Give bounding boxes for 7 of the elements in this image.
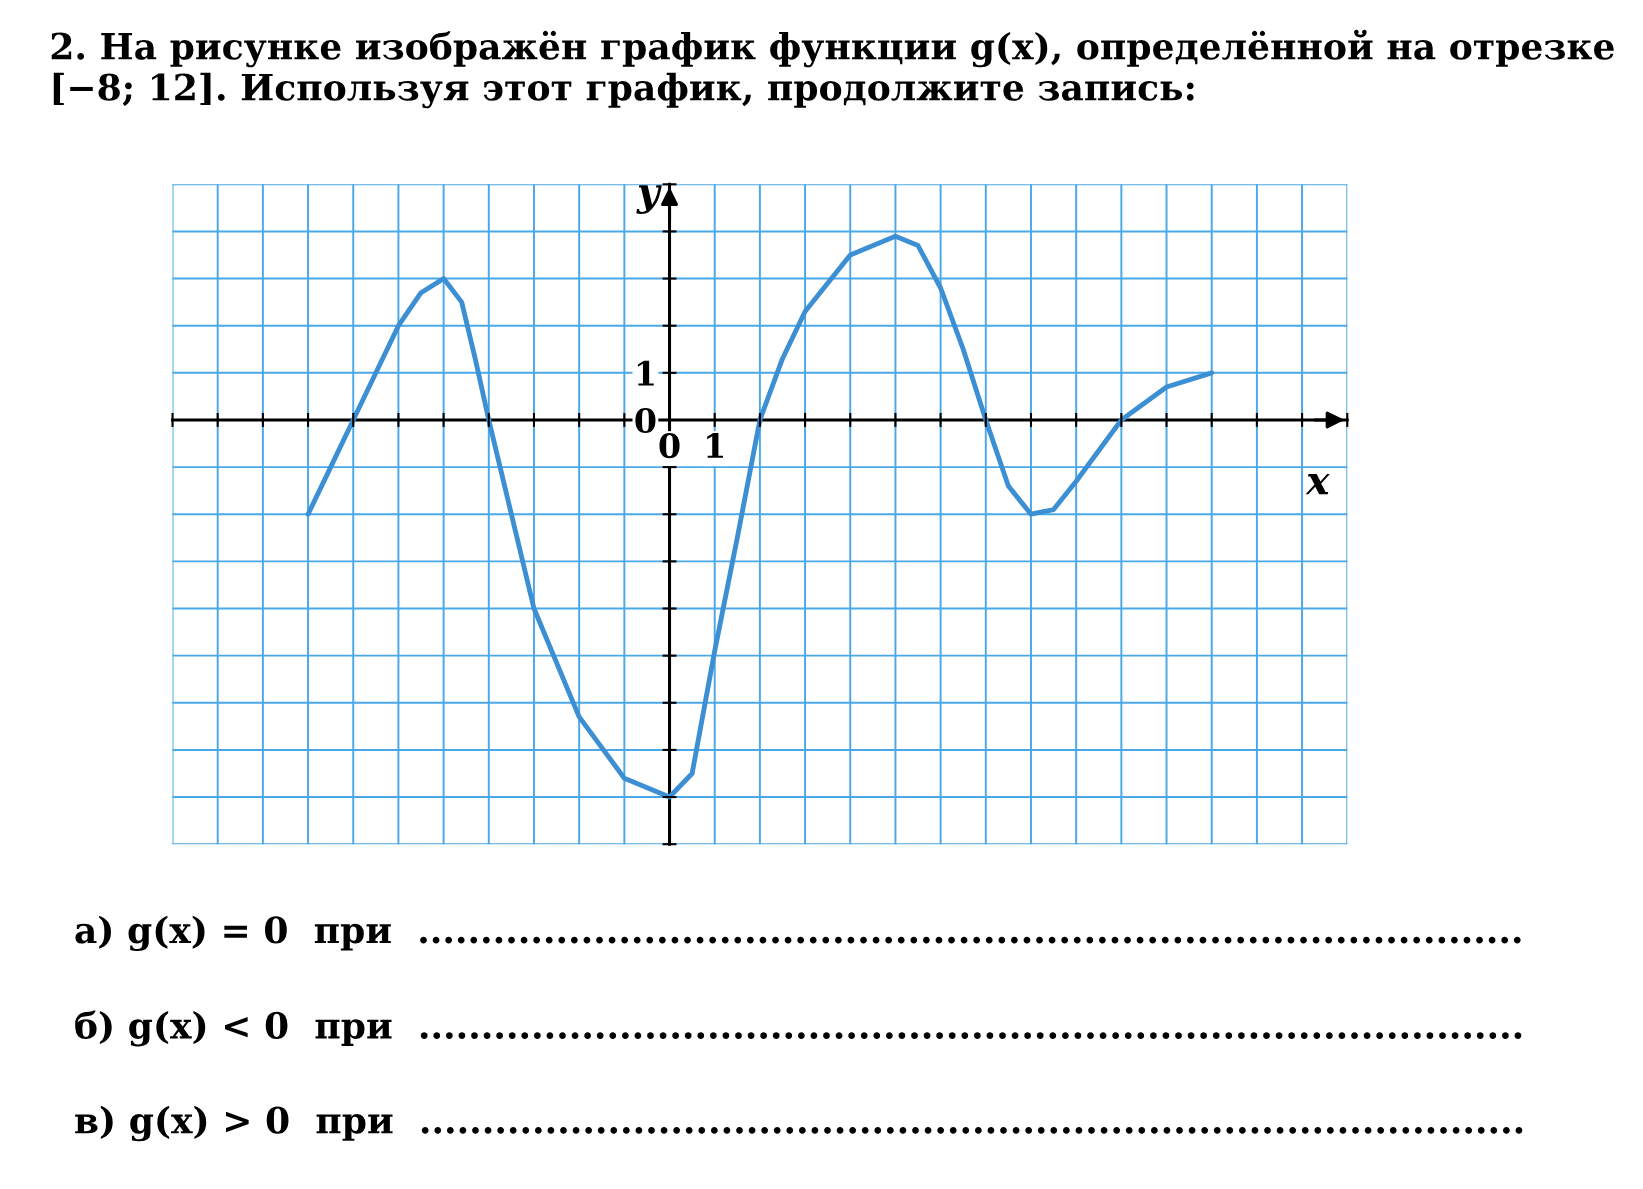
chart-title: 2. На рисунке изображён график функции g(x), определённой на отрезке [−8; 12]. Используя этот график, продолжите запись: — [51, 29, 1614, 109]
y-axis-title: y — [636, 185, 662, 214]
text: в) g(x) > 0 при ........................................................................................ — [75, 1105, 1523, 1142]
text: б) g(x) < 0 при ........................................................................................ — [75, 1010, 1522, 1047]
x-axis-title: x — [1305, 474, 1330, 495]
line-series — [305, 233, 1215, 800]
text: а) g(x) = 0 при ........................................................................................ — [75, 915, 1521, 952]
